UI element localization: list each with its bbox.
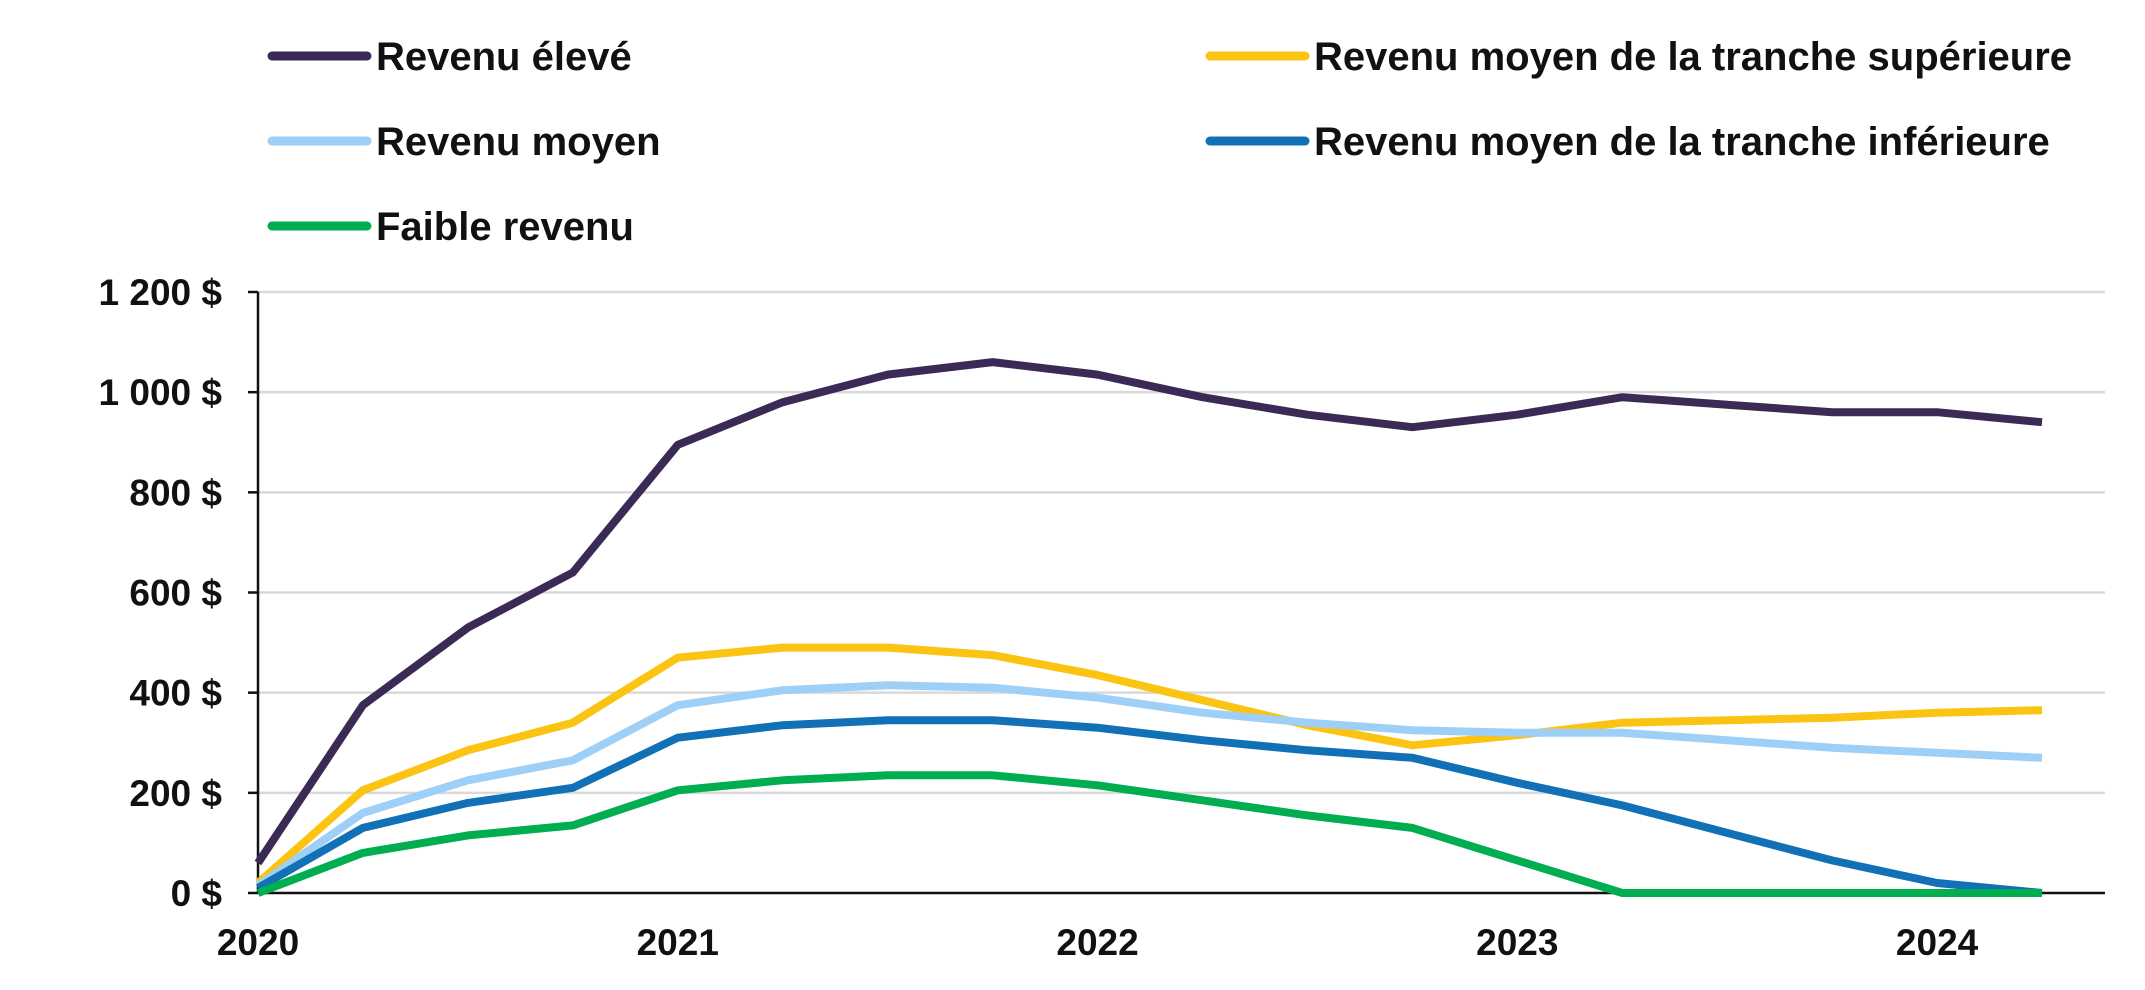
x-tick-label-0: 2020	[217, 922, 299, 963]
legend-label-0: Revenu élevé	[376, 35, 632, 79]
legend-label-3: Revenu moyen de la tranche inférieure	[1314, 120, 2050, 164]
legend-item-1: Revenu moyen de la tranche supérieure	[1205, 35, 2072, 79]
series-line-1	[255, 643, 2043, 886]
y-tick-label-3: 600 $	[129, 573, 222, 614]
legend-item-4: Faible revenu	[267, 205, 634, 249]
x-tick-label-1: 2021	[637, 922, 719, 963]
y-tick-label-2: 400 $	[129, 673, 222, 714]
y-tick-label-5: 1 000 $	[99, 372, 223, 413]
x-axis-ticks: 2020 2021 2022 2023 2024	[217, 922, 1979, 963]
legend-label-2: Revenu moyen	[376, 120, 661, 164]
x-tick-label-3: 2023	[1476, 922, 1558, 963]
legend-item-2: Revenu moyen	[267, 120, 661, 164]
legend-item-3: Revenu moyen de la tranche inférieure	[1205, 120, 2050, 164]
y-tick-label-6: 1 200 $	[99, 272, 223, 313]
series-line-0	[254, 358, 2043, 866]
legend-label-1: Revenu moyen de la tranche supérieure	[1314, 35, 2072, 79]
legend-item-0: Revenu élevé	[267, 35, 632, 79]
y-axis-ticks: 0 $ 200 $ 400 $ 600 $ 800 $ 1 000 $ 1 200 $	[99, 272, 258, 914]
x-tick-label-2: 2022	[1056, 922, 1138, 963]
series-line-3	[256, 716, 2043, 897]
y-tick-label-0: 0 $	[171, 873, 223, 914]
y-tick-label-4: 800 $	[129, 472, 222, 513]
series-lines	[254, 358, 2043, 897]
series-line-4	[256, 771, 2042, 897]
x-tick-label-4: 2024	[1896, 922, 1979, 963]
legend-label-4: Faible revenu	[376, 205, 634, 249]
y-tick-label-1: 200 $	[129, 773, 222, 814]
series-line-2	[255, 681, 2043, 889]
legend: Revenu élevé Revenu moyen de la tranche s…	[267, 35, 2072, 249]
